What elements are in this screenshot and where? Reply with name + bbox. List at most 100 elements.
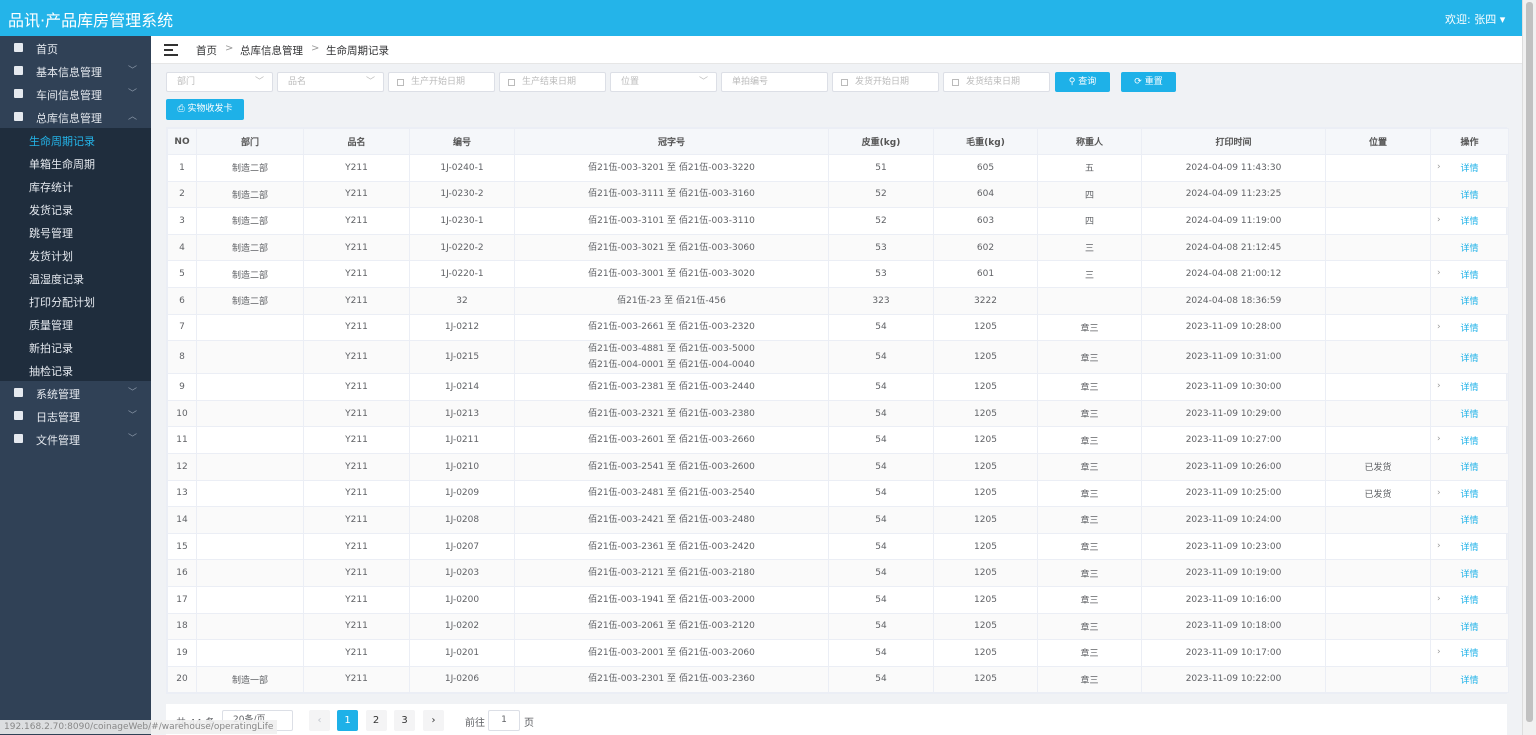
- submenu-item[interactable]: 发货记录: [0, 197, 151, 220]
- detail-link[interactable]: 详情: [1460, 489, 1479, 500]
- button-label[interactable]: 重置: [1144, 77, 1163, 87]
- table-row: 4 制造二部 Y211 1J-0220-2 佰21伍-003-3021 至 佰21伍-0…: [167, 233, 1509, 262]
- submenu-item[interactable]: 打印分配计划: [0, 289, 151, 312]
- detail-link[interactable]: 详情: [1460, 410, 1479, 421]
- menu-label[interactable]: 首页: [36, 43, 58, 56]
- cell: 章三: [1037, 313, 1142, 342]
- detail-link[interactable]: 详情: [1460, 516, 1479, 527]
- placeholder[interactable]: 生产开始日期: [411, 77, 466, 87]
- submenu-label[interactable]: 生命周期记录: [29, 135, 95, 148]
- placeholder[interactable]: 位置: [621, 77, 640, 87]
- submenu-item[interactable]: 单箱生命周期: [0, 151, 151, 174]
- menu-item[interactable]: 文件管理 ﹀: [0, 427, 151, 450]
- detail-link[interactable]: 详情: [1460, 297, 1479, 308]
- submenu-item[interactable]: 生命周期记录: [0, 128, 151, 151]
- detail-link[interactable]: 详情: [1460, 190, 1479, 201]
- menu-item[interactable]: 系统管理 ﹀: [0, 381, 151, 404]
- menu-item[interactable]: 总库信息管理 ︿: [0, 105, 151, 128]
- submenu-label[interactable]: 单箱生命周期: [29, 158, 95, 171]
- detail-link[interactable]: 详情: [1460, 217, 1479, 228]
- page-number[interactable]: 3: [394, 710, 415, 731]
- placeholder[interactable]: 品名: [288, 77, 307, 87]
- dropdown-arrow: ﹀: [365, 77, 375, 87]
- detail-link[interactable]: 详情: [1460, 436, 1479, 447]
- detail-link[interactable]: 详情: [1460, 270, 1479, 281]
- button-label[interactable]: 实物收发卡: [187, 104, 233, 114]
- filter-input[interactable]: 生产结束日期: [499, 72, 606, 92]
- next[interactable]: ›: [423, 710, 444, 731]
- user-name[interactable]: 欢迎: 张四: [1445, 13, 1497, 26]
- submenu-label[interactable]: 打印分配计划: [29, 296, 95, 309]
- menu-label[interactable]: 系统管理: [36, 388, 80, 401]
- breadcrumb-item[interactable]: 总库信息管理: [240, 45, 303, 57]
- page-number[interactable]: 1: [337, 710, 358, 731]
- placeholder[interactable]: 生产结束日期: [522, 77, 577, 87]
- menu-label[interactable]: 总库信息管理: [36, 112, 102, 125]
- submenu-item[interactable]: 跳号管理: [0, 220, 151, 243]
- cell: 2024-04-09 11:19:00: [1141, 207, 1326, 235]
- breadcrumb-item[interactable]: 首页: [196, 45, 217, 57]
- detail-link[interactable]: 详情: [1460, 569, 1479, 580]
- menu-label[interactable]: 车间信息管理: [36, 89, 102, 102]
- menu-label[interactable]: 日志管理: [36, 411, 80, 424]
- filter-input[interactable]: 发货结束日期: [943, 72, 1050, 92]
- cell: 12: [167, 452, 197, 481]
- goto-input[interactable]: 1: [488, 710, 520, 731]
- submenu-label[interactable]: 库存统计: [29, 181, 73, 194]
- placeholder[interactable]: 部门: [177, 77, 196, 87]
- menu-item[interactable]: 基本信息管理 ﹀: [0, 59, 151, 82]
- submenu-label[interactable]: 发货计划: [29, 250, 73, 263]
- submenu-label[interactable]: 温湿度记录: [29, 273, 84, 286]
- placeholder[interactable]: 发货结束日期: [966, 77, 1021, 87]
- cell: 2023-11-09 10:29:00: [1141, 399, 1326, 428]
- page-number[interactable]: 2: [365, 710, 387, 731]
- cell: [1325, 426, 1431, 454]
- submenu-label[interactable]: 抽检记录: [29, 365, 73, 378]
- filter-input[interactable]: 发货开始日期: [832, 72, 939, 92]
- menu-label[interactable]: 基本信息管理: [36, 66, 102, 79]
- button-label[interactable]: 查询: [1078, 77, 1097, 87]
- submenu-label[interactable]: 发货记录: [29, 204, 73, 217]
- hamburger[interactable]: [164, 44, 178, 56]
- detail-link[interactable]: 详情: [1460, 622, 1479, 633]
- button[interactable]: ⚲ 查询: [1055, 72, 1110, 92]
- menu-label[interactable]: 文件管理: [36, 434, 80, 447]
- cell: 1205: [933, 340, 1038, 375]
- filter-input[interactable]: 位置 ﹀: [610, 72, 717, 92]
- detail-link[interactable]: 详情: [1460, 543, 1479, 554]
- detail-link[interactable]: 详情: [1460, 164, 1479, 175]
- detail-link[interactable]: 详情: [1460, 596, 1479, 607]
- submenu-item[interactable]: 新拍记录: [0, 335, 151, 358]
- detail-link[interactable]: 详情: [1460, 353, 1479, 364]
- prev[interactable]: ‹: [309, 710, 330, 731]
- cell: 详情: [1430, 452, 1509, 481]
- scrollbar[interactable]: [1522, 0, 1536, 735]
- submenu-item[interactable]: 温湿度记录: [0, 266, 151, 289]
- submenu-item[interactable]: 发货计划: [0, 243, 151, 266]
- submenu-item[interactable]: 库存统计: [0, 174, 151, 197]
- user-menu[interactable]: 欢迎: 张四 ▾: [1445, 13, 1506, 26]
- action-button[interactable]: ⎙ 实物收发卡: [166, 99, 244, 120]
- detail-link[interactable]: 详情: [1460, 323, 1479, 334]
- submenu-label[interactable]: 新拍记录: [29, 342, 73, 355]
- submenu-label[interactable]: 跳号管理: [29, 227, 73, 240]
- button[interactable]: ⟳ 重置: [1121, 72, 1176, 92]
- detail-link[interactable]: 详情: [1460, 244, 1479, 255]
- detail-link[interactable]: 详情: [1460, 383, 1479, 394]
- detail-link[interactable]: 详情: [1460, 649, 1479, 660]
- filter-input[interactable]: 品名 ﹀: [277, 72, 384, 92]
- detail-link[interactable]: 详情: [1460, 675, 1479, 686]
- submenu-item[interactable]: 抽检记录: [0, 358, 151, 381]
- menu-item[interactable]: 车间信息管理 ﹀: [0, 82, 151, 105]
- detail-link[interactable]: 详情: [1460, 463, 1479, 474]
- menu-item[interactable]: 日志管理 ﹀: [0, 404, 151, 427]
- menu-item[interactable]: 首页: [0, 36, 151, 59]
- submenu-item[interactable]: 质量管理: [0, 312, 151, 335]
- placeholder[interactable]: 单拍编号: [732, 77, 769, 87]
- filter-input[interactable]: 部门 ﹀: [166, 72, 273, 92]
- filter-input[interactable]: 生产开始日期: [388, 72, 495, 92]
- submenu-label[interactable]: 质量管理: [29, 319, 73, 332]
- cell: 1J-0207: [409, 532, 515, 561]
- placeholder[interactable]: 发货开始日期: [855, 77, 910, 87]
- filter-input[interactable]: 单拍编号: [721, 72, 828, 92]
